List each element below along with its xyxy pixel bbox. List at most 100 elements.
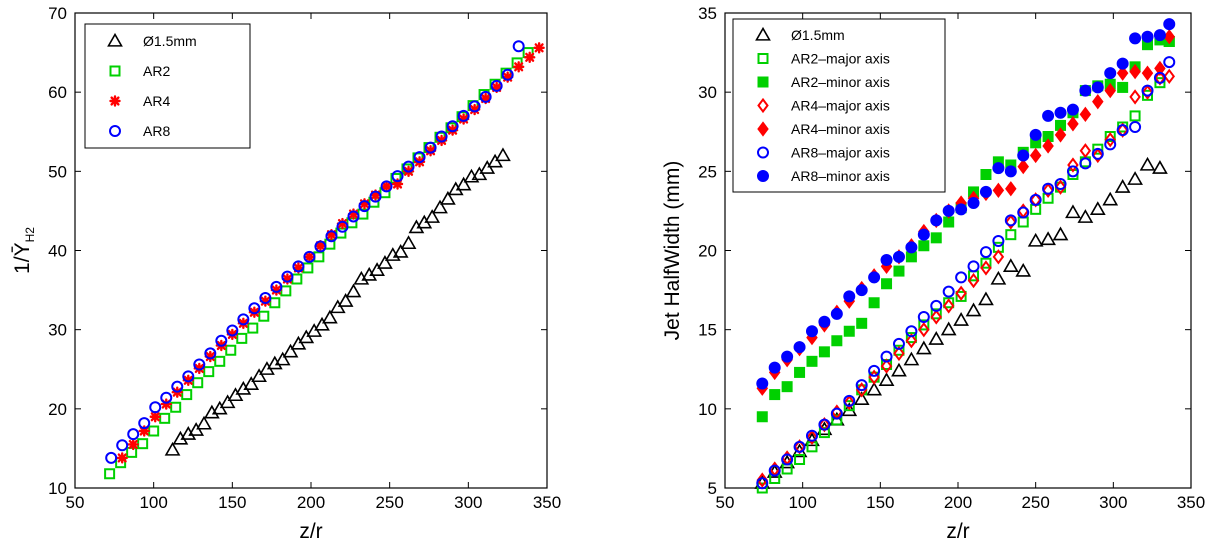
data-point — [880, 358, 893, 374]
y-tick-label: 35 — [698, 4, 717, 23]
legend-label: Ø1.5mm — [791, 27, 845, 43]
data-point — [893, 265, 905, 277]
series-7 — [756, 18, 1176, 390]
data-point-stroke — [525, 52, 535, 62]
legend-label: AR4 — [143, 93, 170, 109]
y-tick-label: 50 — [48, 162, 67, 181]
data-point — [380, 180, 393, 193]
legend-label: AR2–major axis — [791, 51, 890, 67]
data-point — [1117, 81, 1129, 93]
data-point — [1104, 138, 1117, 151]
chart-1: 50 100 150 200 250 300 350 10 20 30 40 50 60 70 z/r 1/Ȳ… — [11, 4, 561, 543]
data-point — [424, 141, 437, 154]
data-point — [1065, 204, 1081, 219]
data-point — [818, 346, 830, 358]
data-point — [446, 124, 459, 136]
data-point — [1029, 147, 1042, 164]
data-point — [127, 428, 140, 441]
data-point — [325, 230, 338, 243]
data-point-stroke — [139, 426, 149, 436]
data-point — [856, 317, 868, 329]
data-point — [756, 477, 769, 490]
data-point — [171, 380, 184, 393]
y-axis-label: Jet HalfWidth (mm) — [661, 161, 684, 341]
data-point-stroke — [117, 453, 127, 463]
data-point — [1129, 121, 1142, 133]
data-point — [314, 240, 327, 252]
y-tick-label: 15 — [698, 321, 717, 340]
data-point — [1141, 30, 1154, 43]
data-point — [917, 311, 930, 323]
data-point — [1015, 262, 1032, 277]
data-point — [965, 302, 982, 317]
legend-box — [84, 23, 251, 149]
data-point — [159, 412, 171, 424]
data-point — [455, 176, 472, 191]
data-point — [794, 454, 806, 465]
data-point — [1067, 157, 1079, 173]
data-point — [104, 468, 116, 480]
data-point — [322, 309, 338, 324]
data-point — [1092, 93, 1104, 110]
data-point — [1054, 178, 1067, 190]
data-point — [930, 309, 943, 325]
data-point — [247, 322, 259, 334]
chart-2: 50 100 150 200 250 300 350 5 10 15 20 25 30 35 z/r Jet … — [661, 4, 1205, 543]
data-point — [793, 440, 806, 453]
data-point — [164, 441, 181, 456]
data-point — [1152, 160, 1168, 174]
data-point — [992, 235, 1005, 247]
data-point — [446, 120, 459, 133]
data-point — [980, 169, 992, 180]
data-point — [1002, 258, 1019, 273]
data-point — [457, 109, 470, 122]
x-tick-label: 100 — [788, 493, 816, 512]
data-point — [1104, 82, 1116, 99]
x-axis-label: z/r — [946, 520, 969, 543]
x-tick-label: 150 — [866, 493, 894, 512]
data-point — [769, 389, 781, 401]
data-point — [1129, 89, 1141, 105]
data-point — [1054, 127, 1067, 143]
legend-marker — [757, 121, 769, 137]
data-point-stroke — [534, 43, 544, 53]
data-point — [248, 302, 261, 315]
data-point — [915, 340, 932, 355]
data-point — [408, 219, 425, 234]
data-point — [501, 68, 514, 81]
data-point — [1042, 138, 1054, 154]
data-point — [512, 61, 525, 73]
data-point — [992, 249, 1005, 265]
data-point — [380, 180, 393, 193]
data-point — [878, 372, 895, 387]
data-point — [1116, 124, 1129, 137]
data-point — [1079, 143, 1092, 159]
data-point — [1114, 179, 1131, 193]
data-point — [512, 40, 525, 53]
data-point — [990, 270, 1007, 285]
data-point — [853, 391, 870, 406]
data-point — [1017, 206, 1030, 219]
data-point — [1017, 158, 1029, 175]
data-point — [432, 199, 448, 214]
data-point — [440, 190, 456, 205]
data-point — [226, 324, 239, 337]
legend-marker-stroke — [110, 96, 120, 106]
data-point — [281, 270, 294, 283]
series-4 — [105, 40, 525, 464]
data-point — [116, 452, 128, 464]
data-point — [424, 209, 441, 223]
legend-label: AR8–major axis — [791, 145, 890, 161]
data-point — [1054, 179, 1067, 195]
data-point — [868, 271, 881, 284]
data-point — [781, 350, 794, 363]
series-6 — [756, 56, 1176, 490]
legend-marker — [757, 53, 769, 64]
data-point — [880, 254, 893, 266]
data-point — [881, 278, 893, 290]
data-point — [172, 430, 189, 445]
data-point — [892, 337, 905, 350]
data-point — [955, 271, 968, 284]
data-point — [1092, 143, 1104, 155]
x-tick-label: 50 — [716, 493, 735, 512]
